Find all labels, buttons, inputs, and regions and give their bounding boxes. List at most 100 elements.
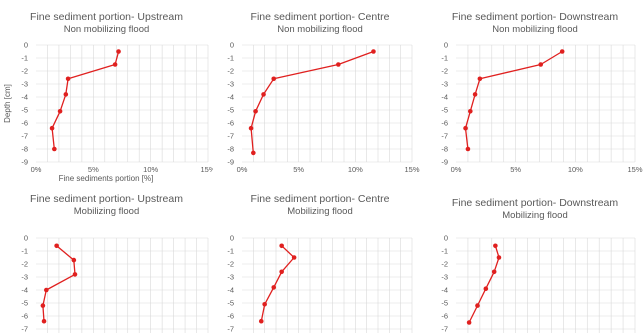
data-point xyxy=(496,255,502,260)
y-tick-label: -4 xyxy=(227,93,234,102)
data-point xyxy=(466,320,472,325)
data-point xyxy=(336,62,341,67)
chart-subtitle: Non mobilizing flood xyxy=(277,24,363,35)
series-line xyxy=(260,245,295,322)
x-tick-label: 0% xyxy=(237,165,248,174)
y-tick-label: -1 xyxy=(21,54,28,63)
data-point xyxy=(116,49,121,54)
y-tick-label: -4 xyxy=(21,93,28,102)
y-tick-label: -6 xyxy=(441,119,448,128)
data-point xyxy=(248,125,254,131)
chart-panel-upstream-non-mobilizing: Fine sediment portion- Upstream Non mobil… xyxy=(0,0,213,186)
y-tick-label: 0 xyxy=(230,41,234,50)
y-tick-label: -2 xyxy=(21,67,28,76)
chart-title: Fine sediment portion- Centre xyxy=(251,11,390,23)
data-point xyxy=(472,92,478,97)
y-tick-label: -4 xyxy=(227,286,234,295)
y-tick-label: -5 xyxy=(227,299,234,308)
y-tick-label: -1 xyxy=(441,54,448,63)
chart-svg: Fine sediment portion- CentreMobilizing … xyxy=(227,193,413,333)
y-tick-label: -7 xyxy=(227,132,234,141)
data-point xyxy=(251,150,256,156)
data-point xyxy=(483,286,489,291)
data-point xyxy=(463,125,468,131)
chart-title: Fine sediment portion- Downstream xyxy=(452,197,619,209)
y-axis-label: Depth [cm] xyxy=(3,84,12,123)
chart-subtitle: Mobilizing flood xyxy=(502,210,567,221)
y-tick-label: -7 xyxy=(441,132,448,141)
data-point xyxy=(54,243,59,249)
y-tick-label: 0 xyxy=(230,234,234,243)
data-point xyxy=(253,109,258,114)
data-point xyxy=(493,243,498,249)
y-tick-label: -1 xyxy=(227,54,234,63)
data-point xyxy=(71,257,77,263)
chart-panel-downstream-mobilizing: Fine sediment portion- Downstream Mobiliz… xyxy=(427,186,643,333)
data-point xyxy=(468,109,473,114)
data-point xyxy=(279,269,284,275)
chart-svg: Fine sediment portion- DownstreamMobiliz… xyxy=(441,197,636,333)
y-tick-label: 0 xyxy=(24,234,28,243)
y-tick-label: -7 xyxy=(227,325,234,333)
data-point xyxy=(559,49,565,54)
data-point xyxy=(475,303,480,308)
data-point xyxy=(63,92,69,97)
y-tick-label: 0 xyxy=(24,41,28,50)
data-point xyxy=(41,318,47,324)
y-tick-label: -9 xyxy=(441,158,448,167)
data-point xyxy=(477,76,483,82)
chart-panel-centre-non-mobilizing: Fine sediment portion- Centre Non mobiliz… xyxy=(213,0,427,186)
y-tick-label: -6 xyxy=(21,312,28,321)
y-tick-label: -6 xyxy=(227,119,234,128)
y-tick-label: -3 xyxy=(441,80,448,89)
y-tick-label: -3 xyxy=(441,273,448,282)
x-tick-label: 10% xyxy=(568,165,583,174)
y-tick-label: -3 xyxy=(21,80,28,89)
x-tick-label: 5% xyxy=(88,165,99,174)
x-tick-label: 10% xyxy=(348,165,363,174)
y-tick-label: -2 xyxy=(227,260,234,269)
data-point xyxy=(57,109,63,114)
y-tick-label: -6 xyxy=(227,312,234,321)
y-tick-label: -9 xyxy=(227,158,234,167)
y-tick-label: -4 xyxy=(441,93,448,102)
chart-subtitle: Non mobilizing flood xyxy=(64,24,150,35)
y-tick-label: -1 xyxy=(21,247,28,256)
data-point xyxy=(291,255,297,260)
y-tick-label: -4 xyxy=(441,286,448,295)
y-tick-label: -5 xyxy=(441,106,448,115)
data-point xyxy=(44,287,49,293)
chart-subtitle: Mobilizing flood xyxy=(287,206,352,217)
y-tick-label: -5 xyxy=(441,299,448,308)
data-point xyxy=(262,302,267,307)
x-tick-label: 15% xyxy=(200,165,213,174)
chart-title: Fine sediment portion- Downstream xyxy=(452,11,619,23)
y-tick-label: -3 xyxy=(21,273,28,282)
chart-title: Fine sediment portion- Upstream xyxy=(30,11,183,23)
x-tick-label: 15% xyxy=(404,165,419,174)
chart-svg: Fine sediment portion- UpstreamMobilizin… xyxy=(21,193,209,333)
data-point xyxy=(538,62,544,67)
y-tick-label: -7 xyxy=(21,325,28,333)
x-tick-label: 0% xyxy=(451,165,462,174)
x-tick-label: 5% xyxy=(293,165,304,174)
series-line xyxy=(42,245,76,322)
data-point xyxy=(65,76,71,82)
y-tick-label: -2 xyxy=(21,260,28,269)
y-tick-label: -6 xyxy=(441,312,448,321)
y-tick-label: -7 xyxy=(441,325,448,333)
data-point xyxy=(49,125,55,131)
y-tick-label: 0 xyxy=(444,234,448,243)
y-tick-label: -1 xyxy=(227,247,234,256)
data-point xyxy=(371,49,376,54)
y-tick-label: -5 xyxy=(21,106,28,115)
data-point xyxy=(491,269,497,275)
chart-subtitle: Mobilizing flood xyxy=(74,206,139,217)
y-tick-label: -7 xyxy=(21,132,28,141)
data-point xyxy=(40,303,46,308)
data-point xyxy=(52,146,57,152)
data-point xyxy=(261,92,266,97)
data-point xyxy=(271,285,277,290)
